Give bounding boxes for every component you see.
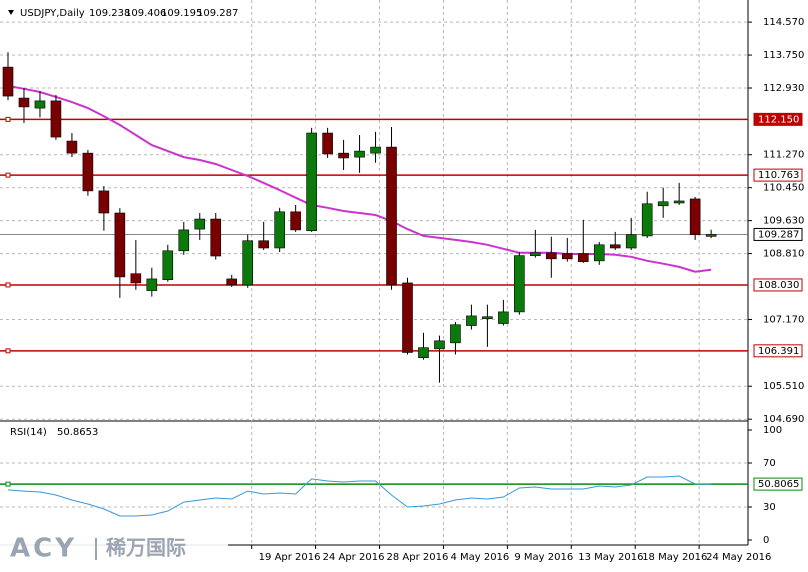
candle-body [370, 146, 381, 154]
price-label: 109.287 [758, 229, 799, 240]
rsi-level-label: 50.8065 [758, 479, 799, 490]
candle-body [705, 234, 717, 237]
y-tick-label: 113.750 [763, 50, 804, 61]
price-box [753, 227, 803, 241]
candle-body [689, 198, 701, 236]
y-tick-label: 30 [763, 502, 776, 513]
candle-body [338, 152, 349, 159]
candle-body [226, 278, 238, 286]
watermark-bg [0, 526, 228, 572]
candle-body [258, 240, 269, 249]
level-anchor [5, 282, 11, 288]
candle-body [466, 315, 477, 326]
candle-body [178, 229, 190, 252]
candle-body [242, 240, 253, 286]
x-tick-label: 19 Apr 2016 [259, 552, 321, 563]
level-box [753, 344, 803, 358]
candle-body [593, 244, 605, 262]
y-tick-label: 0 [763, 535, 769, 546]
candle-body [530, 252, 541, 256]
candle-body [657, 201, 669, 207]
y-tick-label: 107.170 [763, 315, 804, 326]
x-tick-label: 18 May 2016 [642, 552, 707, 563]
y-tick-label: 112.930 [763, 83, 804, 94]
candle-body [50, 100, 62, 138]
x-tick-label: 24 Apr 2016 [323, 552, 385, 563]
candle-body [641, 203, 653, 237]
ohlc-open: 109.238 [89, 8, 130, 19]
y-tick-label: 70 [763, 458, 776, 469]
level-label: 112.150 [758, 114, 799, 125]
rsi-value: 50.8653 [57, 427, 98, 438]
rsi-label: RSI(14) [10, 427, 47, 438]
candle-body [609, 244, 621, 249]
candle-body [162, 250, 174, 281]
level-anchor [5, 348, 11, 354]
candle-body [194, 218, 206, 230]
x-tick-label: 9 May 2016 [514, 552, 573, 563]
x-tick-label: 4 May 2016 [450, 552, 509, 563]
candle-body [274, 211, 285, 249]
candle-body [418, 347, 429, 359]
ohlc-low: 109.195 [161, 8, 202, 19]
level-box [753, 278, 803, 292]
candle-body [322, 132, 333, 155]
y-tick-label: 111.270 [763, 150, 804, 161]
candle-body [290, 211, 301, 231]
x-tick-label: 24 May 2016 [706, 552, 771, 563]
y-tick-label: 114.570 [763, 17, 804, 28]
candle-body [18, 97, 30, 108]
candle-body [561, 253, 573, 260]
chart-title: USDJPY,Daily [20, 8, 85, 19]
watermark-brand: ACY [10, 534, 77, 564]
rsi-level-box [753, 477, 803, 491]
candle-body [434, 340, 445, 350]
candle-body [354, 150, 365, 158]
ohlc-close: 109.287 [197, 8, 238, 19]
candle-body [66, 140, 78, 154]
candle-body [98, 190, 110, 214]
level-anchor [5, 116, 11, 122]
level-label: 106.391 [758, 346, 799, 357]
menu-arrow[interactable] [8, 10, 14, 15]
candle-body [577, 253, 589, 262]
y-tick-label: 104.690 [763, 414, 804, 425]
candle-body [402, 282, 413, 353]
candle-body [386, 146, 397, 286]
candle-body [514, 255, 525, 313]
candle-body [498, 311, 509, 324]
level-box [753, 168, 803, 182]
y-tick-label: 100 [763, 425, 782, 436]
level-label: 108.030 [758, 280, 799, 291]
candle-body [625, 234, 637, 249]
y-tick-label: 108.810 [763, 249, 804, 260]
candle-body [82, 152, 94, 192]
candle-body [673, 200, 685, 204]
candle-body [306, 132, 317, 231]
candle-body [2, 66, 14, 97]
y-tick-label: 105.510 [763, 381, 804, 392]
candle-body [482, 316, 493, 320]
candle-body [114, 212, 126, 278]
candle-body [210, 218, 222, 257]
candle-body [450, 324, 461, 344]
level-box [753, 112, 803, 126]
rsi-line [7, 475, 712, 517]
candle-body [34, 100, 46, 109]
level-anchor [5, 172, 11, 178]
level-label: 110.763 [758, 170, 799, 181]
y-tick-label: 109.630 [763, 216, 804, 227]
ohlc-high: 109.406 [125, 8, 166, 19]
level-anchor [5, 481, 11, 487]
x-tick-label: 13 May 2016 [578, 552, 643, 563]
candle-body [146, 278, 158, 291]
x-tick-label: 28 Apr 2016 [387, 552, 449, 563]
candle-body [130, 273, 142, 284]
watermark-cn: 稀万国际 [106, 536, 186, 560]
y-tick-label: 110.450 [763, 183, 804, 194]
candle-body [546, 252, 557, 260]
